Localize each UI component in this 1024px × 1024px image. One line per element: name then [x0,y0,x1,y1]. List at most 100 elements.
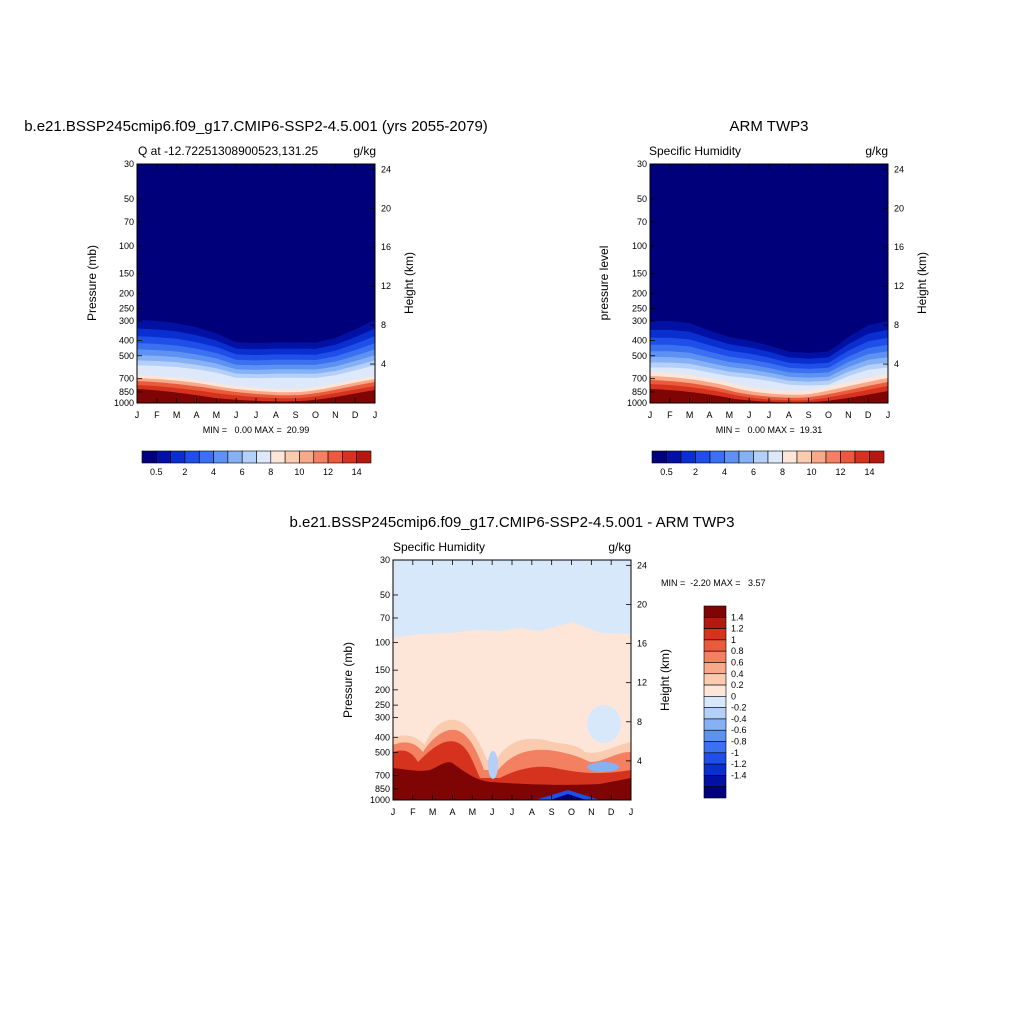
obs-xtick-label: F [667,410,673,420]
diff-height-tick-label: 16 [637,639,647,649]
obs-colorbar-label: 0.5 [660,467,673,477]
obs-height-tick-label: 20 [894,203,904,213]
obs-ytick-label: 500 [632,351,647,361]
diff-colorbar-label: 0.8 [731,646,744,656]
obs-colorbar-label: 12 [835,467,845,477]
diff-xtick-label: F [410,807,416,817]
obs-colorbar-box [854,450,870,464]
diff-colorbar-label: 0 [731,691,736,701]
obs-ytick-label: 100 [632,241,647,251]
model-minmax: MIN = 0.00 MAX = 20.99 [203,425,310,435]
obs-colorbar-box [709,450,725,464]
obs-xtick-label: A [706,410,712,420]
diff-colorbar-label: 0.6 [731,657,744,667]
diff-colorbar-box [703,628,727,641]
diff-colorbar-box [703,696,727,708]
obs-plot-field [650,164,888,403]
diff-colorbar-label: -1 [731,748,739,758]
obs-colorbar-box [811,450,827,464]
diff-ytick-label: 1000 [370,795,390,805]
obs-colorbar: 0.5 2 4 6 8 10 12 14 [651,450,885,477]
diff-height-tick-label: 12 [637,678,647,688]
model-xtick-label: J [254,410,259,420]
model-colorbar-box [342,450,357,464]
diff-colorbar-box [703,639,727,652]
model-height-tick-label: 4 [381,359,386,369]
obs-units: g/kg [865,144,888,158]
model-colorbar: 0.5 2 4 6 8 10 12 14 [141,450,372,477]
obs-colorbar-box [825,450,841,464]
diff-ytick-label: 150 [375,665,390,675]
model-colorbar-box [184,450,200,464]
diff-xtick-label: M [429,807,437,817]
model-colorbar-label: 14 [352,467,362,477]
diff-minmax: MIN = -2.20 MAX = 3.57 [661,578,766,588]
model-ytick-label: 200 [119,288,134,298]
diff-ytick-label: 30 [380,555,390,565]
model-xtick-label: S [293,410,299,420]
diff-band-1-4 [393,762,631,800]
obs-colorbar-label: 10 [806,467,816,477]
model-colorbar-box [256,450,272,464]
diff-colorbar-box [703,718,727,731]
diff-june-dip [488,751,498,779]
obs-ytick-label: 700 [632,374,647,384]
obs-xtick-label: N [845,410,852,420]
diff-xtick-label: J [629,807,634,817]
model-xtick-label: D [352,410,359,420]
model-height-tick-label: 16 [381,242,391,252]
obs-colorbar-box [869,450,885,464]
diff-colorbar-box [703,684,727,697]
model-colorbar-box [327,450,343,464]
diff-xtick-label: J [510,807,515,817]
diff-ylabel-right: Height (km) [658,649,672,711]
model-colorbar-box [156,450,171,464]
obs-colorbar-box [753,450,769,464]
diff-colorbar-box [703,673,727,686]
diff-xtick-label: O [568,807,575,817]
diff-xtick-label: M [469,807,477,817]
obs-xtick-label: J [886,410,891,420]
obs-ytick-label: 300 [632,316,647,326]
diff-colorbar-box [703,605,727,618]
obs-height-tick-label: 24 [894,164,904,174]
diff-colorbar-label: -0.2 [731,703,747,713]
obs-height-tick-label: 16 [894,242,904,252]
diff-xtick-label: J [391,807,396,817]
diff-colorbar-label: 0.4 [731,669,744,679]
model-ytick-label: 1000 [114,398,134,408]
model-colorbar-label: 10 [294,467,304,477]
model-ytick-label: 50 [124,194,134,204]
obs-ytick-label: 850 [632,387,647,397]
diff-ytick-label: 400 [375,732,390,742]
model-ytick-label: 700 [119,374,134,384]
diff-colorbar-box [703,616,727,629]
diff-colorbar-label: -0.8 [731,737,747,747]
model-height-tick-label: 8 [381,320,386,330]
model-xtick-label: M [173,410,181,420]
model-colorbar-box [356,450,372,464]
obs-ytick-label: 70 [637,217,647,227]
model-xtick-label: J [373,410,378,420]
obs-height-tick-label: 8 [894,320,899,330]
model-colorbar-label: 6 [240,467,245,477]
diff-colorbar-box [703,741,727,754]
obs-xtick-label: M [726,410,734,420]
obs-height-tick-label: 4 [894,359,899,369]
panel-model: b.e21.BSSP245cmip6.f09_g17.CMIP6-SSP2-4.… [24,118,488,477]
model-ytick-label: 250 [119,304,134,314]
diff-xtick-label: J [490,807,495,817]
obs-colorbar-label: 8 [780,467,785,477]
diff-nov-dip [587,762,619,772]
obs-title: ARM TWP3 [730,118,809,135]
model-subtitle-left: Q at -12.72251308900523,131.25 [138,144,318,158]
diff-plot-field [393,560,631,800]
model-ytick-label: 150 [119,269,134,279]
obs-colorbar-box [796,450,812,464]
diff-ylabel: Pressure (mb) [341,642,355,718]
obs-xtick-label: J [767,410,772,420]
model-colorbar-label: 0.5 [150,467,163,477]
model-colorbar-box [170,450,186,464]
model-colorbar-box [213,450,229,464]
model-title: b.e21.BSSP245cmip6.f09_g17.CMIP6-SSP2-4.… [24,118,488,135]
